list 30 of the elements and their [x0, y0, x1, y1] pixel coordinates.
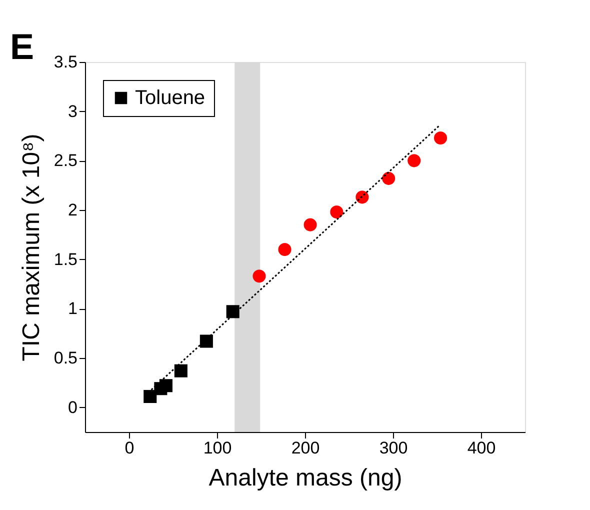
y-tick-label: 3: [68, 102, 78, 121]
x-tick-label: 200: [291, 438, 320, 458]
point: [382, 172, 396, 185]
x-tick-label: 400: [467, 438, 496, 458]
point: [408, 154, 421, 168]
point: [434, 131, 448, 144]
y-tick-label: 2.5: [54, 151, 78, 170]
point: [200, 334, 213, 348]
x-tick-label: 300: [379, 438, 408, 458]
point: [330, 205, 344, 218]
point: [159, 379, 172, 392]
y-axis-title: TIC maximum (x 10⁸): [18, 134, 45, 362]
point: [278, 242, 292, 256]
y-tick-label: 0: [68, 398, 78, 417]
x-tick-label: 0: [124, 438, 134, 458]
y-tick-label: 3.5: [54, 52, 78, 72]
point: [226, 305, 240, 318]
y-tick-label: 1.5: [54, 250, 78, 269]
legend-label: Toluene: [135, 87, 206, 109]
x-axis-title: Analyte mass (ng): [208, 464, 402, 492]
point: [252, 270, 266, 283]
point: [174, 364, 188, 378]
point: [304, 218, 317, 232]
y-tick-label: 0.5: [54, 348, 78, 368]
y-tick-label: 2: [68, 200, 78, 220]
point: [144, 390, 157, 403]
point: [356, 190, 369, 204]
y-tick-label: 1: [68, 299, 78, 318]
x-tick-label: 100: [203, 438, 232, 458]
text: E: [10, 26, 34, 67]
